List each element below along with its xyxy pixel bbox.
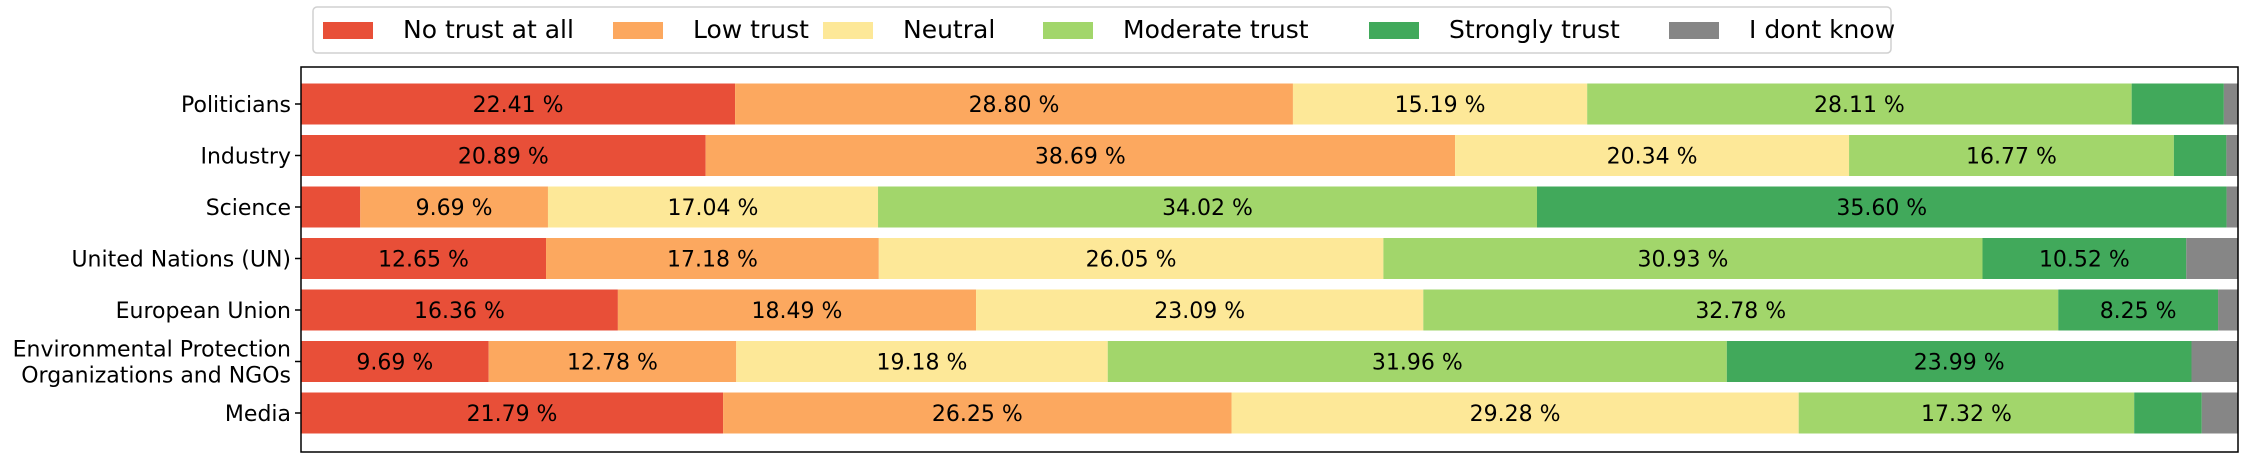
bar-science-neutral [547,186,879,228]
legend-swatch-neutral [823,22,873,39]
bar-environmental-protection-organizations-and-ngos-neutral [736,341,1108,382]
value-label: 9.69 % [356,351,433,376]
bar-politicians-neutral [1292,83,1588,125]
bar-politicians-no-trust-at-all [301,83,736,125]
value-label: 35.60 % [1836,196,1927,221]
bar-industry-no-trust-at-all [301,135,706,176]
legend-box [312,6,1892,54]
category-label-united-nations-un: United Nations (UN) [71,248,291,273]
value-label: 17.32 % [1921,402,2012,427]
legend-label-neutral: Neutral [903,15,995,44]
value-label: 26.05 % [1086,248,1177,273]
bar-media-low-trust [723,392,1232,434]
legend-label-low-trust: Low trust [693,15,809,44]
value-label: 23.99 % [1914,351,2005,376]
category-label-politicians: Politicians [181,93,291,118]
bar-politicians-strongly-trust [2131,83,2224,125]
plot-frame [300,66,2239,453]
value-label: 23.09 % [1154,299,1245,324]
value-label: 26.25 % [932,402,1023,427]
value-label: 31.96 % [1372,351,1463,376]
category-label-environmental-protection-organizations-and-ngos: Environmental Protection Organizations an… [13,338,291,389]
value-label: 16.36 % [414,299,505,324]
value-label: 8.25 % [2100,299,2177,324]
value-label: 18.49 % [752,299,843,324]
bar-european-union-moderate-trust [1423,289,2059,331]
value-label: 20.89 % [458,145,549,170]
bar-industry-moderate-trust [1849,135,2174,176]
category-label-industry: Industry [201,145,292,170]
bar-environmental-protection-organizations-and-ngos-no-trust-at-all [301,341,489,382]
category-label-media: Media [225,402,291,427]
value-label: 10.52 % [2039,248,2130,273]
value-label: 21.79 % [467,402,558,427]
value-label: 20.34 % [1607,145,1698,170]
bar-science-i-dont-know [2226,186,2238,228]
bar-media-strongly-trust [2134,392,2202,434]
bar-united-nations-un-neutral [878,238,1384,279]
value-label: 17.04 % [668,196,759,221]
value-label: 9.69 % [416,196,493,221]
bar-united-nations-un-i-dont-know [2186,238,2238,279]
bar-media-neutral [1231,392,1799,434]
legend-swatch-i-dont-know [1669,22,1719,39]
bar-politicians-low-trust [735,83,1293,125]
value-label: 38.69 % [1035,145,1126,170]
legend-label-i-dont-know: I dont know [1749,15,1895,44]
value-label: 30.93 % [1638,248,1729,273]
bar-industry-low-trust [705,135,1456,176]
category-labels: Politicians Industry Science United Nations… [13,93,301,427]
bar-united-nations-un-no-trust-at-all [301,238,547,279]
bars-area: 22.41 % 28.80 % 15.19 % 28.11 % 20.89 % 38.69… [301,83,2238,434]
value-label: 12.65 % [378,248,469,273]
bar-united-nations-un-low-trust [546,238,879,279]
bar-environmental-protection-organizations-and-ngos-strongly-trust [1726,341,2192,382]
value-label: 28.80 % [969,93,1060,118]
bar-industry-strongly-trust [2173,135,2227,176]
bar-environmental-protection-organizations-and-ngos-i-dont-know [2191,341,2238,382]
value-label: 32.78 % [1695,299,1786,324]
bar-european-union-no-trust-at-all [301,289,618,331]
value-label: 12.78 % [567,351,658,376]
bar-european-union-strongly-trust [2058,289,2219,331]
bar-science-moderate-trust [878,186,1537,228]
bar-media-moderate-trust [1798,392,2135,434]
bar-science-low-trust [360,186,548,228]
bar-european-union-i-dont-know [2218,289,2238,331]
bar-politicians-i-dont-know [2223,83,2238,125]
legend-swatch-low-trust [613,22,663,39]
bar-industry-i-dont-know [2226,135,2238,176]
category-label-european-union: European Union [116,299,291,324]
legend-swatch-moderate-trust [1043,22,1093,39]
bar-environmental-protection-organizations-and-ngos-low-trust [488,341,737,382]
legend-swatch-no-trust-at-all [323,22,373,39]
value-label: 16.77 % [1966,145,2057,170]
bar-industry-neutral [1455,135,1850,176]
bar-united-nations-un-moderate-trust [1383,238,1983,279]
value-label: 22.41 % [473,93,564,118]
legend-label-moderate-trust: Moderate trust [1123,15,1309,44]
value-label: 17.18 % [667,248,758,273]
bar-media-no-trust-at-all [301,392,724,434]
legend-swatch-strongly-trust [1369,22,1419,39]
value-label: 15.19 % [1395,93,1486,118]
legend-label-no-trust-at-all: No trust at all [403,15,574,44]
value-label: 28.11 % [1814,93,1905,118]
legend-label-strongly-trust: Strongly trust [1449,15,1620,44]
bar-media-i-dont-know [2201,392,2238,434]
bar-politicians-moderate-trust [1587,83,2132,125]
value-label: 19.18 % [877,351,968,376]
value-label: 29.28 % [1470,402,1561,427]
value-label: 34.02 % [1162,196,1253,221]
bar-european-union-neutral [976,289,1424,331]
bar-united-nations-un-strongly-trust [1982,238,2187,279]
bar-science-strongly-trust [1536,186,2227,228]
legend: No trust at all Low trust Neutral Moderate … [312,6,1895,54]
bar-environmental-protection-organizations-and-ngos-moderate-trust [1107,341,1727,382]
bar-science-no-trust-at-all [301,186,361,228]
bar-european-union-low-trust [617,289,977,331]
category-label-science: Science [206,196,291,221]
